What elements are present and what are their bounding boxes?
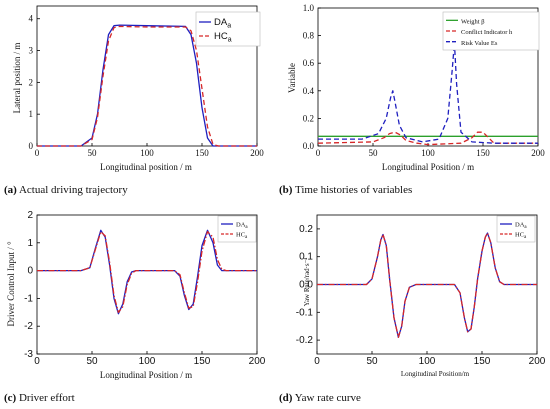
chart-c-ytick-label: -3 <box>24 349 33 360</box>
chart-c-series-line-1 <box>37 231 257 313</box>
chart-a-series-line-1 <box>37 25 257 147</box>
chart-a-ytick-label: 4 <box>29 14 34 24</box>
chart-a-caption-letter: (a) <box>4 184 17 196</box>
chart-a-ytick-label: 1 <box>29 109 34 119</box>
chart-c-caption-letter: (c) <box>4 392 17 404</box>
chart-b-legend-label-0: Weight β <box>461 19 485 26</box>
chart-b-ytick-label: 0.0 <box>303 141 315 151</box>
chart-c-series-line-0 <box>37 229 257 315</box>
chart-b-xtick-label: 0 <box>316 148 321 158</box>
chart-d-legend-label-0: DAa <box>515 221 527 230</box>
chart-a-xtick-label: 50 <box>88 148 98 158</box>
chart-b-ytick-label: 0.2 <box>303 113 314 123</box>
chart-b-xtick-label: 150 <box>476 148 490 158</box>
chart-d-xtick-label: 50 <box>366 356 378 367</box>
chart-d-ylabel: Yaw Rate/rad·s⁻¹ <box>303 258 311 307</box>
chart-c-xtick-label: 100 <box>139 356 156 367</box>
chart-a-series-line-0 <box>37 24 257 147</box>
chart-d-series-line-0 <box>317 232 537 338</box>
chart-b-legend <box>442 11 540 51</box>
chart-a-xtick-label: 150 <box>195 148 209 158</box>
chart-d-ytick-label: -0.1 <box>296 307 314 318</box>
chart-a-legend-label-1: HCa <box>214 31 232 44</box>
chart-d-ytick-label: -0.2 <box>296 335 314 346</box>
chart-a-caption: (a) Actual driving trajectory <box>4 184 128 196</box>
chart-d-xtick-label: 150 <box>474 356 491 367</box>
chart-panel-b: Variable Longitudinal Position / m 0 50 10… <box>275 0 550 204</box>
chart-b-series-line-2 <box>318 41 538 144</box>
chart-d-xtick-label: 100 <box>419 356 436 367</box>
chart-d-ytick-label: 0.0 <box>299 280 313 291</box>
chart-a-ytick-label: 3 <box>29 46 34 56</box>
chart-b-legend-label-2: Risk Value Es <box>461 40 498 47</box>
chart-b-xlabel: Longitudinal Position / m <box>382 162 474 172</box>
chart-c-ytick-label: 1 <box>27 238 33 249</box>
chart-b-xtick-label: 100 <box>421 148 435 158</box>
chart-a-caption-text: Actual driving trajectory <box>18 184 128 196</box>
chart-c-legend-label-0: DAa <box>236 221 248 230</box>
chart-c-xtick-label: 50 <box>86 356 98 367</box>
chart-b-xtick-label: 200 <box>531 148 545 158</box>
chart-a-xlabel: Longitudinal position / m <box>100 162 192 172</box>
chart-b-svg: Variable Longitudinal Position / m 0 50 10… <box>287 3 545 172</box>
chart-d-svg: Yaw Rate/rad·s⁻¹ Longitudinal Position/m… <box>296 214 546 378</box>
chart-b-ytick-label: 0.8 <box>303 31 315 41</box>
chart-panel-d: Yaw Rate/rad·s⁻¹ Longitudinal Position/m… <box>275 204 550 408</box>
chart-b-ylabel: Variable <box>287 63 297 93</box>
chart-c-ylabel: Driver Control Input / ° <box>6 241 16 326</box>
chart-c-legend <box>217 215 257 243</box>
chart-d-legend <box>496 215 536 243</box>
chart-a-xtick-label: 100 <box>140 148 154 158</box>
chart-d-xlabel: Longitudinal Position/m <box>401 370 470 378</box>
chart-b-ytick-label: 0.6 <box>303 58 315 68</box>
chart-c-xtick-label: 200 <box>249 356 266 367</box>
chart-d-ytick-label: 0.1 <box>299 252 313 263</box>
chart-d-ytick-label: 0.2 <box>299 224 313 235</box>
chart-b-caption-letter: (b) <box>279 184 293 196</box>
chart-c-xlabel: Longitudinal Position / m <box>100 370 192 380</box>
chart-d-legend-label-1: HCa <box>515 231 527 240</box>
chart-d-caption-letter: (d) <box>279 392 293 404</box>
chart-d-xtick-label: 200 <box>529 356 546 367</box>
chart-c-ytick-label: 0 <box>27 266 33 277</box>
chart-d-caption: (d) Yaw rate curve <box>279 392 361 404</box>
chart-a-svg: Lateral position / m Longitudinal positi… <box>12 5 264 172</box>
chart-a-ylabel: Lateral position / m <box>12 43 22 114</box>
chart-c-caption-text: Driver effort <box>18 392 75 404</box>
chart-b-series-line-1 <box>317 131 538 146</box>
chart-b-caption-text: Time histories of variables <box>295 184 413 196</box>
chart-b-ytick-label: 1.0 <box>303 3 315 13</box>
chart-c-ytick-label: -2 <box>24 321 33 332</box>
chart-b-caption: (b) Time histories of variables <box>279 184 412 196</box>
chart-panel-c: Driver Control Input / ° Longitudinal Po… <box>0 204 275 408</box>
chart-c-legend-label-1: HCa <box>236 231 248 240</box>
chart-c-xtick-label: 150 <box>194 356 211 367</box>
chart-b-legend-label-1: Conflict Indicator h <box>461 29 513 36</box>
chart-a-xtick-label: 200 <box>250 148 264 158</box>
chart-d-caption-text: Yaw rate curve <box>294 392 361 404</box>
chart-panel-a: Lateral position / m Longitudinal positi… <box>0 0 275 204</box>
chart-b-ytick-label: 0.4 <box>303 86 315 96</box>
chart-c-caption: (c) Driver effort <box>4 392 75 404</box>
chart-a-ytick-label: 2 <box>29 77 34 87</box>
chart-a-legend <box>195 11 261 47</box>
chart-c-svg: Driver Control Input / ° Longitudinal Po… <box>6 210 266 380</box>
chart-a-ytick-label: 0 <box>29 141 34 151</box>
chart-c-ytick-label: 2 <box>27 210 33 221</box>
chart-d-series-line-1 <box>317 232 537 338</box>
chart-b-xtick-label: 50 <box>369 148 379 158</box>
chart-c-ytick-label: -1 <box>24 293 33 304</box>
chart-a-xtick-label: 0 <box>35 148 40 158</box>
chart-a-legend-label-0: DAa <box>214 17 231 30</box>
chart-c-xtick-label: 0 <box>34 356 40 367</box>
chart-d-xtick-label: 0 <box>314 356 320 367</box>
